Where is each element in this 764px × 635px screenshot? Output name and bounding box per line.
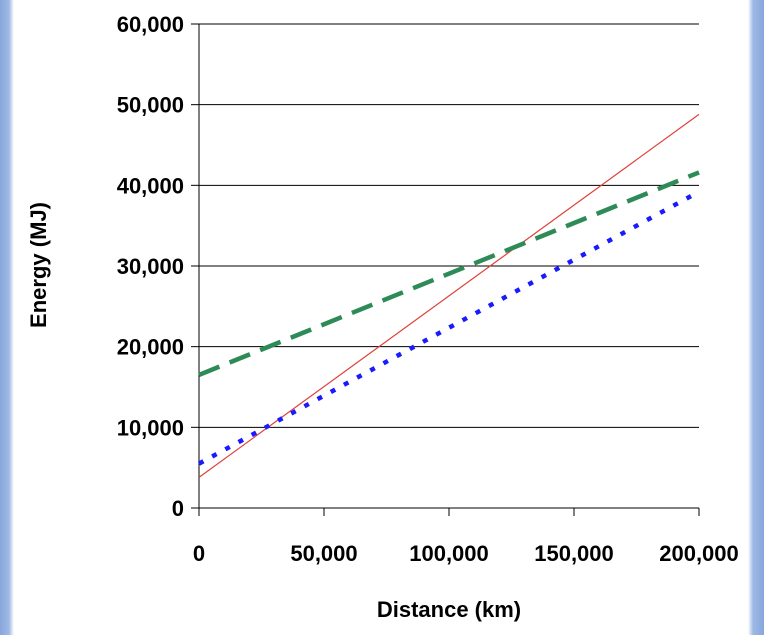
x-tick-label: 0 xyxy=(193,541,205,566)
x-axis-title: Distance (km) xyxy=(377,597,521,622)
series-lines xyxy=(197,113,701,478)
grid-lines xyxy=(199,23,699,428)
y-tick-label: 20,000 xyxy=(117,335,184,360)
y-tick-label: 10,000 xyxy=(117,415,184,440)
y-tick-label: 30,000 xyxy=(117,254,184,279)
y-tick-label: 0 xyxy=(172,496,184,521)
series-line-3 xyxy=(197,189,701,466)
y-tick-label: 40,000 xyxy=(117,173,184,198)
y-axis-title: Energy (MJ) xyxy=(26,202,51,328)
y-tick-label: 60,000 xyxy=(117,12,184,37)
x-tick-label: 50,000 xyxy=(290,541,357,566)
axes xyxy=(191,23,700,516)
x-tick-label: 150,000 xyxy=(534,541,614,566)
series-line-1 xyxy=(198,113,700,478)
x-tick-label: 100,000 xyxy=(409,541,489,566)
series-line-2 xyxy=(198,170,700,377)
y-tick-label: 50,000 xyxy=(117,93,184,118)
x-tick-label: 200,000 xyxy=(659,541,739,566)
tick-labels: 0 10,000 20,000 30,000 40,000 50,000 60,000 0 50… xyxy=(117,12,739,566)
